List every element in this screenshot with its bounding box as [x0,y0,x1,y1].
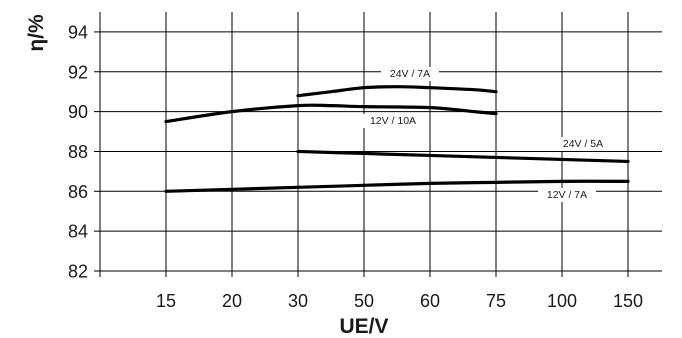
y-tick-label: 88 [68,142,88,162]
x-tick-label: 100 [547,291,577,311]
tick-labels: 82 84 86 88 90 92 94 15 20 30 50 60 75 100 150 [68,22,643,311]
y-tick-label: 86 [68,182,88,202]
series-lines [164,85,630,193]
x-tick-label: 60 [420,291,440,311]
y-axis-label: η/% [25,14,48,52]
series-labels: 24V / 7A 12V / 10A 24V / 5A 12V / 7A [359,67,612,202]
x-tick-label: 30 [288,291,308,311]
x-tick-label: 20 [222,291,242,311]
series-label-bg [554,137,612,151]
y-tick-label: 94 [68,22,88,42]
series-label-4: 12V / 7A [547,189,587,201]
series-label-1: 24V / 7A [390,68,430,80]
series-label-bg [381,67,439,81]
y-tick-label: 82 [68,262,88,282]
axes [94,12,662,277]
x-tick-label: 75 [486,291,506,311]
series-line-2 [164,103,498,124]
y-tick-label: 90 [68,102,88,122]
x-tick-label: 150 [613,291,643,311]
x-tick-label: 50 [354,291,374,311]
x-tick-label: 15 [156,291,176,311]
series-line-3 [296,149,630,164]
y-tick-label: 92 [68,62,88,82]
y-tick-label: 84 [68,222,88,242]
x-axis-label: UE/V [339,315,388,338]
series-label-2: 12V / 10A [370,115,416,127]
series-label-bg [359,114,427,128]
series-label-bg [538,188,596,202]
series-line-1 [296,85,498,98]
series-label-3: 24V / 5A [563,138,603,150]
series-line-4 [164,179,630,193]
